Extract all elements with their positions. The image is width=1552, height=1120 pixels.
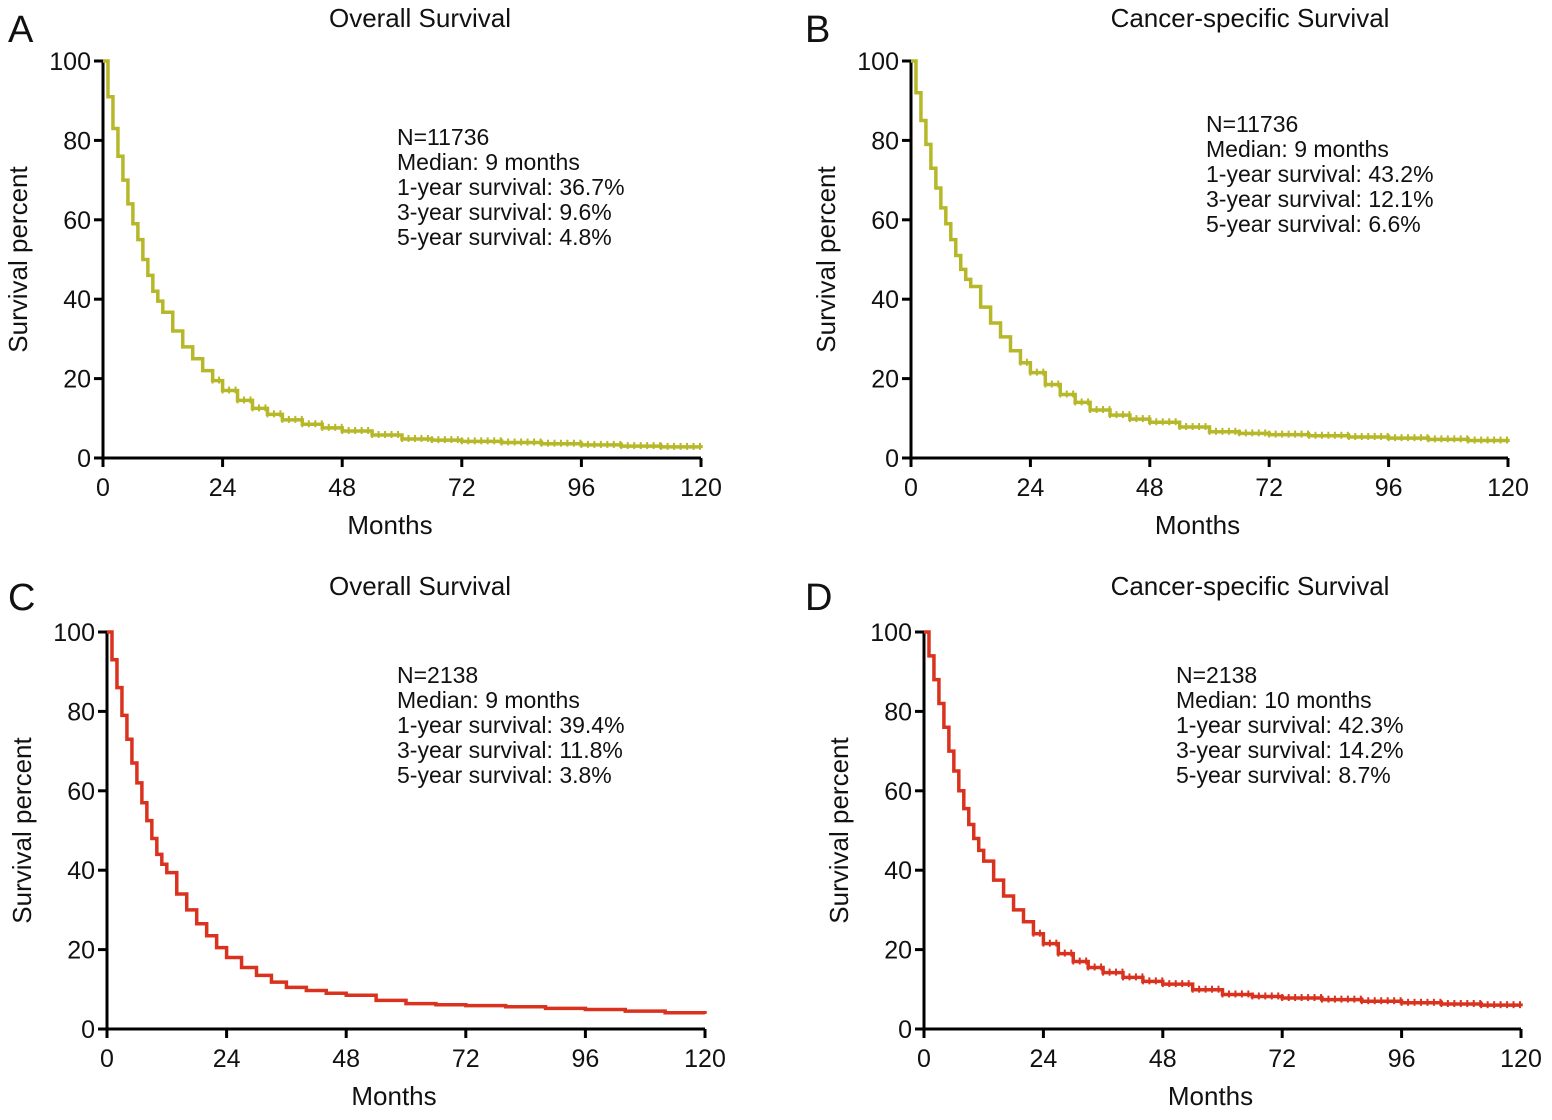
x-tick-label: 48 bbox=[328, 474, 356, 502]
censor-marks bbox=[211, 376, 702, 450]
annotation-line: N=11736 bbox=[1206, 111, 1298, 137]
chart-title: Overall Survival bbox=[329, 571, 511, 601]
y-axis-label: Survival percent bbox=[3, 166, 33, 353]
x-axis-label: Months bbox=[347, 510, 432, 540]
x-tick-label: 120 bbox=[1500, 1045, 1542, 1073]
annotation-line: Median: 10 months bbox=[1176, 687, 1372, 713]
y-axis-label: Survival percent bbox=[7, 737, 37, 924]
x-tick-label: 24 bbox=[1029, 1045, 1057, 1073]
y-tick-label: 0 bbox=[81, 1016, 95, 1044]
annotation-line: 5-year survival: 8.7% bbox=[1176, 762, 1391, 788]
y-tick-label: 100 bbox=[857, 48, 899, 76]
panel-letter: C bbox=[8, 577, 35, 619]
annotation-line: N=11736 bbox=[397, 124, 489, 150]
annotation-line: 5-year survival: 3.8% bbox=[397, 762, 612, 788]
annotation-line: 1-year survival: 43.2% bbox=[1206, 161, 1434, 187]
y-tick-label: 20 bbox=[67, 937, 95, 965]
y-tick-label: 80 bbox=[871, 127, 899, 155]
y-tick-label: 80 bbox=[884, 698, 912, 726]
annotation-line: 3-year survival: 12.1% bbox=[1206, 186, 1434, 212]
y-tick-label: 20 bbox=[884, 937, 912, 965]
x-axis-label: Months bbox=[1155, 510, 1240, 540]
chart-title: Overall Survival bbox=[329, 3, 511, 33]
x-tick-label: 48 bbox=[1136, 474, 1164, 502]
annotation-line: 3-year survival: 14.2% bbox=[1176, 737, 1404, 763]
x-tick-label: 120 bbox=[684, 1045, 726, 1073]
panel-letter: D bbox=[805, 577, 832, 619]
x-tick-label: 48 bbox=[1149, 1045, 1177, 1073]
chart-title: Cancer-specific Survival bbox=[1111, 3, 1390, 33]
y-axis-label: Survival percent bbox=[811, 166, 841, 353]
censor-marks bbox=[1032, 929, 1522, 1009]
y-tick-label: 40 bbox=[63, 286, 91, 314]
y-tick-label: 0 bbox=[898, 1016, 912, 1044]
x-tick-label: 0 bbox=[96, 474, 110, 502]
y-tick-label: 20 bbox=[871, 366, 899, 394]
y-tick-label: 80 bbox=[67, 698, 95, 726]
panel-d: D Cancer-specific Survival 0 20 40 60 80 100 0 24… bbox=[805, 571, 1542, 1111]
y-tick-label: 100 bbox=[49, 48, 91, 76]
y-tick-label: 20 bbox=[63, 366, 91, 394]
y-tick-label: 60 bbox=[63, 207, 91, 235]
y-tick-label: 60 bbox=[67, 778, 95, 806]
panel-c: C Overall Survival 0 20 40 60 80 100 0 24 48 72 96 12… bbox=[7, 571, 726, 1111]
censor-marks bbox=[1019, 358, 1509, 444]
chart-title: Cancer-specific Survival bbox=[1111, 571, 1390, 601]
annotation-line: 1-year survival: 42.3% bbox=[1176, 712, 1404, 738]
annotation-line: 1-year survival: 39.4% bbox=[397, 712, 625, 738]
x-tick-label: 0 bbox=[100, 1045, 114, 1073]
survival-curve bbox=[107, 630, 707, 1015]
panel-letter: B bbox=[805, 9, 830, 51]
annotation-line: Median: 9 months bbox=[397, 687, 580, 713]
x-tick-label: 96 bbox=[567, 474, 595, 502]
annotation-line: N=2138 bbox=[1176, 662, 1257, 688]
annotation-line: Median: 9 months bbox=[397, 149, 580, 175]
x-tick-label: 24 bbox=[213, 1045, 241, 1073]
panel-b: B Cancer-specific Survival 0 20 40 60 80 100 0 24… bbox=[805, 3, 1529, 540]
y-tick-label: 40 bbox=[871, 286, 899, 314]
y-tick-label: 0 bbox=[885, 445, 899, 473]
y-tick-label: 60 bbox=[884, 778, 912, 806]
x-tick-label: 24 bbox=[1016, 474, 1044, 502]
annotation-line: 5-year survival: 4.8% bbox=[397, 224, 612, 250]
panel-a: A Overall Survival 0 20 40 60 80 100 0 24 48 72 96 12… bbox=[3, 3, 722, 540]
annotation-line: 3-year survival: 9.6% bbox=[397, 199, 612, 225]
annotation-line: Median: 9 months bbox=[1206, 136, 1389, 162]
annotation-line: 1-year survival: 36.7% bbox=[397, 174, 625, 200]
x-tick-label: 120 bbox=[1487, 474, 1529, 502]
x-tick-label: 96 bbox=[1388, 1045, 1416, 1073]
x-tick-label: 48 bbox=[332, 1045, 360, 1073]
x-tick-label: 72 bbox=[1255, 474, 1283, 502]
y-tick-label: 60 bbox=[871, 207, 899, 235]
x-axis-label: Months bbox=[351, 1081, 436, 1111]
annotation-line: 5-year survival: 6.6% bbox=[1206, 211, 1421, 237]
y-tick-label: 100 bbox=[53, 619, 95, 647]
x-tick-label: 72 bbox=[1268, 1045, 1296, 1073]
y-tick-label: 40 bbox=[884, 857, 912, 885]
y-tick-label: 0 bbox=[77, 445, 91, 473]
x-axis-label: Months bbox=[1168, 1081, 1253, 1111]
y-axis-label: Survival percent bbox=[824, 737, 854, 924]
x-tick-label: 72 bbox=[452, 1045, 480, 1073]
x-tick-label: 24 bbox=[209, 474, 237, 502]
annotation-line: N=2138 bbox=[397, 662, 478, 688]
y-tick-label: 80 bbox=[63, 127, 91, 155]
x-tick-label: 120 bbox=[680, 474, 722, 502]
x-tick-label: 96 bbox=[1375, 474, 1403, 502]
x-tick-label: 0 bbox=[904, 474, 918, 502]
y-tick-label: 40 bbox=[67, 857, 95, 885]
x-tick-label: 72 bbox=[448, 474, 476, 502]
x-tick-label: 0 bbox=[917, 1045, 931, 1073]
annotation-line: 3-year survival: 11.8% bbox=[397, 737, 623, 763]
y-tick-label: 100 bbox=[870, 619, 912, 647]
x-tick-label: 96 bbox=[571, 1045, 599, 1073]
survival-curve bbox=[103, 59, 703, 449]
panel-letter: A bbox=[8, 9, 34, 51]
